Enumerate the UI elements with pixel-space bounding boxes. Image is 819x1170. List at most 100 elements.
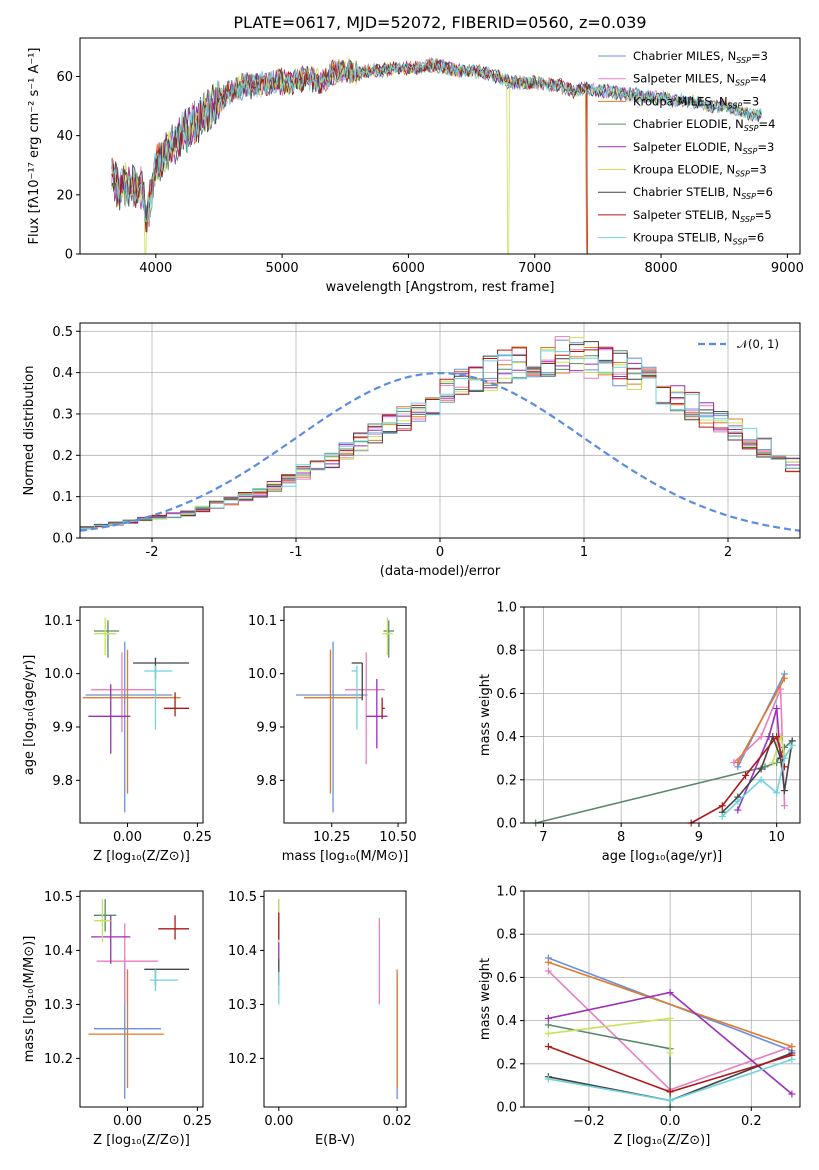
histogram-kroupa-stelib — [80, 350, 800, 529]
axes-frame — [523, 606, 801, 824]
spectrum-line-chabrier-stelib — [111, 59, 762, 232]
y-tick-label: 10.3 — [44, 998, 73, 1013]
x-axis-label: Z [log₁₀(Z/Z⊙)] — [93, 1133, 190, 1148]
histogram-kroupa-elodie — [80, 337, 800, 528]
y-tick-label: 9.9 — [256, 721, 277, 736]
x-tick-label: 6000 — [392, 261, 425, 276]
weight-line-chabrier-elodie — [535, 740, 793, 823]
y-tick-label: 10.0 — [248, 667, 277, 682]
legend-label: Kroupa MILES, N — [633, 94, 728, 108]
x-tick-label: 10 — [768, 830, 785, 845]
legend-sub: SSP — [736, 56, 751, 65]
legend-sub: SSP — [728, 101, 743, 110]
y-tick-label: 9.8 — [52, 774, 73, 789]
x-tick-label: -1 — [290, 545, 303, 560]
x-tick-label: 8 — [617, 830, 625, 845]
legend-entry: 𝒩(0, 1) — [737, 337, 779, 351]
legend-label: Kroupa ELODIE, N — [633, 163, 735, 177]
y-tick-label: 0.3 — [52, 407, 73, 422]
x-tick-label: 1 — [580, 545, 588, 560]
weight-line-salpeter-elodie — [737, 708, 782, 811]
histogram-chabrier-stelib — [80, 341, 800, 528]
x-tick-label: 0.00 — [113, 830, 142, 845]
histogram-salpeter-miles — [80, 336, 800, 529]
panel-age_vs_Z: 0.00 0.25 9.8 9.9 10.0 10.1 Z [log₁₀(Z/Z⊙)] age… — [22, 606, 212, 864]
axes-frame — [263, 890, 407, 1108]
x-tick-label: 7000 — [518, 261, 551, 276]
weight-line-chabrier-elodie — [548, 1024, 671, 1107]
legend-n: =4 — [759, 117, 776, 131]
x-tick-label: 7 — [539, 830, 547, 845]
y-tick-label: 10.0 — [44, 667, 73, 682]
y-tick-label: 0 — [65, 248, 73, 263]
legend-entry: Salpeter MILES, NSSP=4 — [633, 72, 767, 88]
y-tick-label: 9.8 — [256, 774, 277, 789]
x-tick-label: 0.00 — [113, 1114, 142, 1129]
x-tick-label: 0.2 — [741, 1114, 762, 1129]
x-axis-label: mass [log₁₀(M/M⊙)] — [282, 849, 409, 864]
x-tick-label: 9000 — [771, 261, 804, 276]
panel-mass_vs_ebv: 0.00 0.02 10.2 10.3 10.4 10.5 E(B-V) — [228, 890, 412, 1148]
y-tick-label: 10.5 — [44, 890, 73, 905]
axes-frame — [79, 37, 801, 255]
axes-frame — [79, 890, 204, 1108]
y-tick-label: 20 — [56, 188, 73, 203]
legend-n: =6 — [747, 231, 764, 245]
legend-sub: SSP — [741, 192, 756, 201]
legend-entry: Chabrier ELODIE, NSSP=4 — [633, 117, 775, 133]
x-tick-label: 0.25 — [183, 1114, 212, 1129]
axes-frame — [283, 606, 407, 824]
x-tick-label: 5000 — [266, 261, 299, 276]
x-tick-label: 4000 — [139, 261, 172, 276]
legend-n: =6 — [756, 185, 773, 199]
legend-label: Salpeter STELIB, N — [633, 208, 740, 222]
y-tick-label: 0.0 — [52, 532, 73, 547]
y-tick-label: 10.4 — [44, 944, 73, 959]
y-tick-label: 0.6 — [496, 687, 517, 702]
legend-sub: SSP — [743, 147, 758, 156]
x-tick-label: 10.50 — [379, 830, 416, 845]
y-tick-label: 1.0 — [496, 601, 517, 616]
y-axis-label: age [log₁₀(age/yr)] — [22, 655, 37, 776]
x-tick-label: 0.02 — [383, 1114, 412, 1129]
weight-line-kroupa-miles — [548, 961, 793, 1048]
legend-sub: SSP — [740, 215, 755, 224]
legend-label: Salpeter ELODIE, N — [633, 140, 743, 154]
axes-frame — [79, 322, 801, 539]
legend-label: Salpeter MILES, N — [633, 72, 735, 86]
legend-n: =5 — [755, 208, 772, 222]
legend-sub: SSP — [735, 170, 750, 179]
legend-label: Kroupa STELIB, N — [633, 231, 733, 245]
panel-residuals: -2 -1 0 1 2 0.0 0.1 0.2 0.3 0.4 0.5 (data-model)/er… — [22, 322, 801, 579]
axes-frame — [523, 890, 801, 1108]
y-tick-label: 0.1 — [52, 490, 73, 505]
y-tick-label: 9.9 — [52, 721, 73, 736]
legend-label: Chabrier MILES, N — [633, 49, 736, 63]
weight-line-kroupa-miles — [737, 677, 786, 763]
y-tick-label: 0.4 — [52, 366, 73, 381]
y-tick-label: 40 — [56, 129, 73, 144]
x-tick-label: 10.25 — [313, 830, 350, 845]
axes-frame — [79, 606, 204, 824]
y-tick-label: 0.6 — [496, 971, 517, 986]
y-tick-label: 60 — [56, 70, 73, 85]
y-tick-label: 0.2 — [52, 449, 73, 464]
panel-mass_vs_Z: 0.00 0.25 10.2 10.3 10.4 10.5 Z [log₁₀(Z/Z⊙)] m… — [22, 890, 212, 1148]
x-tick-label: 0.25 — [183, 830, 212, 845]
y-tick-label: 10.1 — [44, 614, 73, 629]
spectrum-line-kroupa-miles — [111, 58, 588, 254]
x-axis-label: age [log₁₀(age/yr)] — [602, 849, 723, 864]
legend-sub: SSP — [735, 79, 750, 88]
legend-n: =3 — [757, 140, 774, 154]
y-tick-label: 10.1 — [248, 614, 277, 629]
y-tick-label: 0.0 — [496, 817, 517, 832]
legend-sub: SSP — [744, 124, 759, 133]
y-tick-label: 10.3 — [228, 998, 257, 1013]
x-tick-label: 0.00 — [264, 1114, 293, 1129]
y-tick-label: 0.8 — [496, 644, 517, 659]
x-axis-label: Z [log₁₀(Z/Z⊙)] — [93, 849, 190, 864]
x-axis-label: (data-model)/error — [380, 564, 501, 579]
y-axis-label: Normed distribution — [22, 366, 37, 496]
y-tick-label: 0.5 — [52, 325, 73, 340]
